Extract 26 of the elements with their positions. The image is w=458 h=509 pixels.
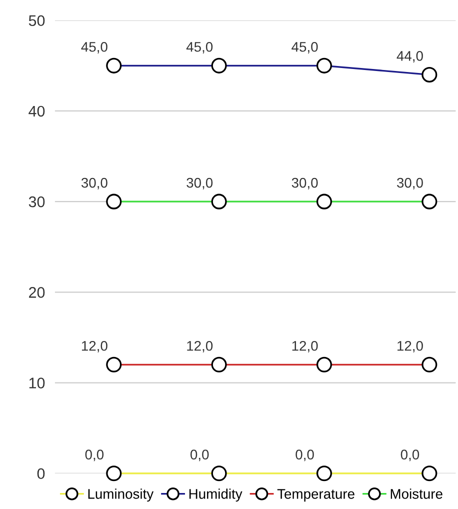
data-label: 30,0 [81,178,108,190]
data-label: 45,0 [81,42,108,54]
y-tick-label: 50 [28,15,45,26]
legend-label: Temperature [277,489,354,502]
data-label: 30,0 [186,178,213,190]
data-label: 45,0 [292,42,318,54]
data-label: 44,0 [396,51,423,63]
data-label: 12,0 [187,340,213,352]
data-label: 12,0 [292,340,318,352]
data-label: 0,0 [190,450,209,462]
data-label: 30,0 [396,178,423,190]
y-tick-label: 20 [29,287,45,298]
data-label: 30,0 [292,178,318,190]
y-tick-label: 0 [37,468,45,480]
data-label: 45,0 [186,42,213,54]
data-label: 12,0 [398,340,423,352]
data-label: 0,0 [296,450,314,462]
legend-label: Humidity [189,488,242,502]
y-tick-label: 10 [29,378,45,388]
data-label: 0,0 [85,450,104,462]
y-tick-label: 40 [28,106,45,117]
legend-label: Moisture [390,488,442,499]
data-label: 0,0 [400,450,420,462]
data-label: 12,0 [82,340,108,352]
legend-label: Luminosity [88,488,154,502]
y-tick-label: 30 [28,196,45,208]
